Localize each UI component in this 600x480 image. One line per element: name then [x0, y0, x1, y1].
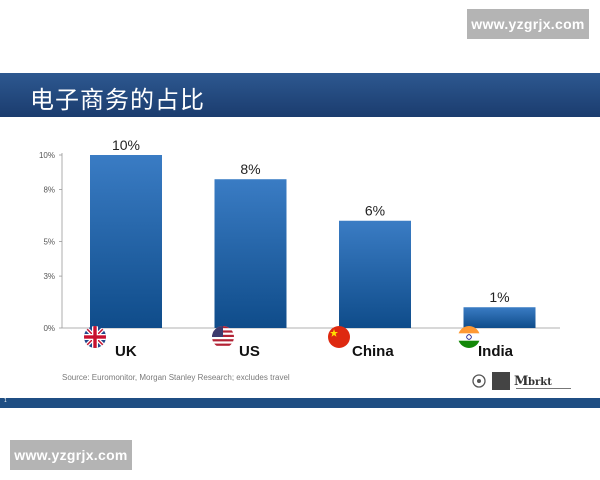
india-flag-icon: [458, 326, 480, 348]
bar-india: [463, 307, 536, 328]
publisher-logo: M brkt: [472, 372, 571, 390]
slide-title: 电子商务的占比: [30, 86, 205, 114]
y-tick-label: 0%: [43, 324, 55, 333]
y-tick-label: 10%: [39, 151, 55, 160]
data-label-china: 6%: [365, 203, 385, 219]
data-label-uk: 10%: [112, 137, 140, 153]
china-flag-icon: [328, 326, 350, 348]
svg-text:M: M: [514, 374, 528, 389]
bar-china: [339, 220, 411, 328]
svg-text:brkt: brkt: [528, 377, 552, 388]
slide-header: 电子商务的占比: [0, 73, 600, 117]
source-note: Source: Euromonitor, Morgan Stanley Rese…: [62, 373, 290, 382]
category-label-uk: UK: [115, 343, 137, 360]
category-label-us: US: [239, 343, 260, 360]
watermark-bottom: www.yzgrjx.com: [10, 440, 132, 470]
slide-page-number: 1: [4, 398, 7, 404]
y-tick-label: 5%: [43, 238, 55, 247]
data-label-us: 8%: [240, 161, 260, 177]
slide-footer-bar: [0, 398, 600, 408]
bar-uk: [90, 155, 162, 328]
watermark-top: www.yzgrjx.com: [467, 9, 589, 39]
y-tick-label: 3%: [43, 272, 55, 281]
category-label-india: India: [478, 343, 514, 360]
us-flag-icon: [212, 326, 234, 348]
data-label-india: 1%: [489, 289, 509, 305]
bar-us: [214, 179, 287, 328]
y-tick-label: 8%: [43, 186, 55, 195]
category-label-china: China: [352, 343, 394, 360]
uk-flag-icon: [84, 326, 106, 348]
